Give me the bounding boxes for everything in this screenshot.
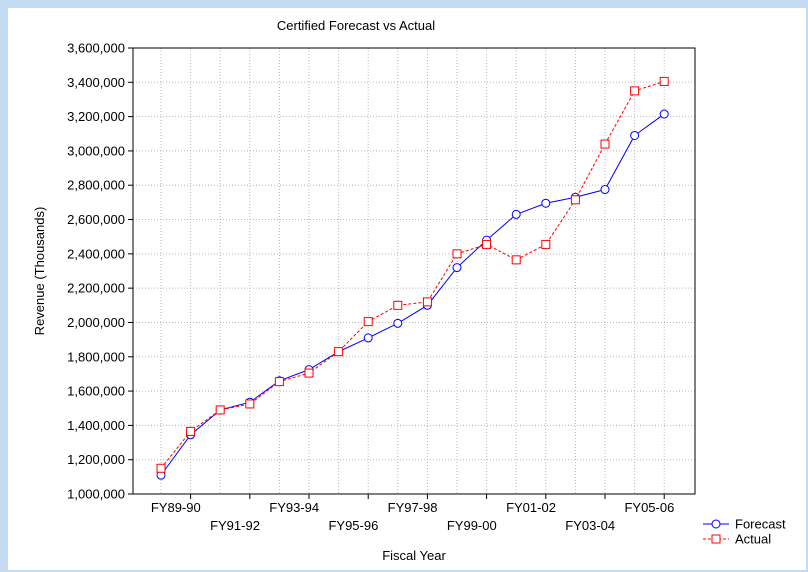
series-layer (156, 76, 669, 480)
legend-item-actual: Actual (703, 532, 771, 547)
actual-point (541, 239, 551, 249)
y-axis: 1,000,000 1,200,000 1,400,000 1,600,000 1,80… (67, 41, 133, 502)
forecast-point (541, 198, 551, 208)
y-tick-label: 3,200,000 (67, 109, 125, 124)
x-tick-label: FY05-06 (624, 500, 674, 515)
series-forecast (156, 109, 669, 480)
legend-item-forecast: Forecast (703, 517, 786, 532)
actual-point (156, 463, 166, 473)
y-tick-label: 2,200,000 (67, 281, 125, 296)
series-actual (156, 76, 669, 473)
y-tick-label: 1,800,000 (67, 349, 125, 364)
chart-panel: Certified Forecast vs Actual 1,000,000 1,… (8, 8, 806, 570)
actual-point (482, 239, 492, 249)
actual-point (659, 76, 669, 86)
x-axis-label: Fiscal Year (382, 548, 446, 563)
x-axis: FY89-90 FY91-92 FY93-94 FY95-96 FY97-98 FY99-… (151, 494, 674, 533)
y-tick-label: 1,400,000 (67, 418, 125, 433)
x-tick-label: FY03-04 (565, 518, 615, 533)
y-axis-label: Revenue (Thousands) (32, 207, 47, 336)
x-tick-label: FY97-98 (388, 500, 438, 515)
grid (133, 48, 695, 494)
legend-marker (711, 534, 721, 544)
actual-point (304, 368, 314, 378)
y-tick-label: 1,600,000 (67, 384, 125, 399)
y-tick-label: 2,000,000 (67, 315, 125, 330)
actual-point (215, 405, 225, 415)
forecast-point (393, 318, 403, 328)
legend-label: Forecast (735, 517, 786, 532)
x-tick-label: FY91-92 (210, 518, 260, 533)
line-chart: Certified Forecast vs Actual 1,000,0001,… (32, 18, 786, 563)
actual-line (160, 80, 665, 469)
actual-point (274, 377, 284, 387)
actual-point (245, 399, 255, 409)
forecast-point (600, 185, 610, 195)
x-tick-label: FY89-90 (151, 500, 201, 515)
x-tick-label: FY01-02 (506, 500, 556, 515)
plot-area (132, 47, 696, 495)
actual-point (363, 317, 373, 327)
actual-point (600, 139, 610, 149)
forecast-point (630, 130, 640, 140)
legend-marker (711, 519, 721, 529)
y-tick-label: 1,000,000 (67, 487, 125, 502)
y-tick-label: 2,400,000 (67, 246, 125, 261)
actual-point (630, 86, 640, 96)
actual-point (393, 300, 403, 310)
forecast-point (511, 209, 521, 219)
y-tick-label: 3,400,000 (67, 75, 125, 90)
x-tick-label: FY93-94 (269, 500, 319, 515)
y-tick-label: 3,600,000 (67, 41, 125, 56)
actual-point (334, 347, 344, 357)
forecast-point (363, 333, 373, 343)
y-tick-label: 2,800,000 (67, 178, 125, 193)
forecast-point (452, 263, 462, 273)
actual-point (511, 255, 521, 265)
chart-title: Certified Forecast vs Actual (277, 18, 435, 33)
actual-point (570, 195, 580, 205)
actual-point (422, 297, 432, 307)
actual-point (452, 249, 462, 259)
legend-label: Actual (735, 532, 771, 547)
actual-point (186, 426, 196, 436)
y-tick-label: 2,600,000 (67, 212, 125, 227)
y-tick-label: 3,000,000 (67, 143, 125, 158)
forecast-point (659, 109, 669, 119)
x-tick-label: FY99-00 (447, 518, 497, 533)
forecast-line (160, 113, 665, 476)
x-tick-label: FY95-96 (328, 518, 378, 533)
y-tick-label: 1,200,000 (67, 452, 125, 467)
